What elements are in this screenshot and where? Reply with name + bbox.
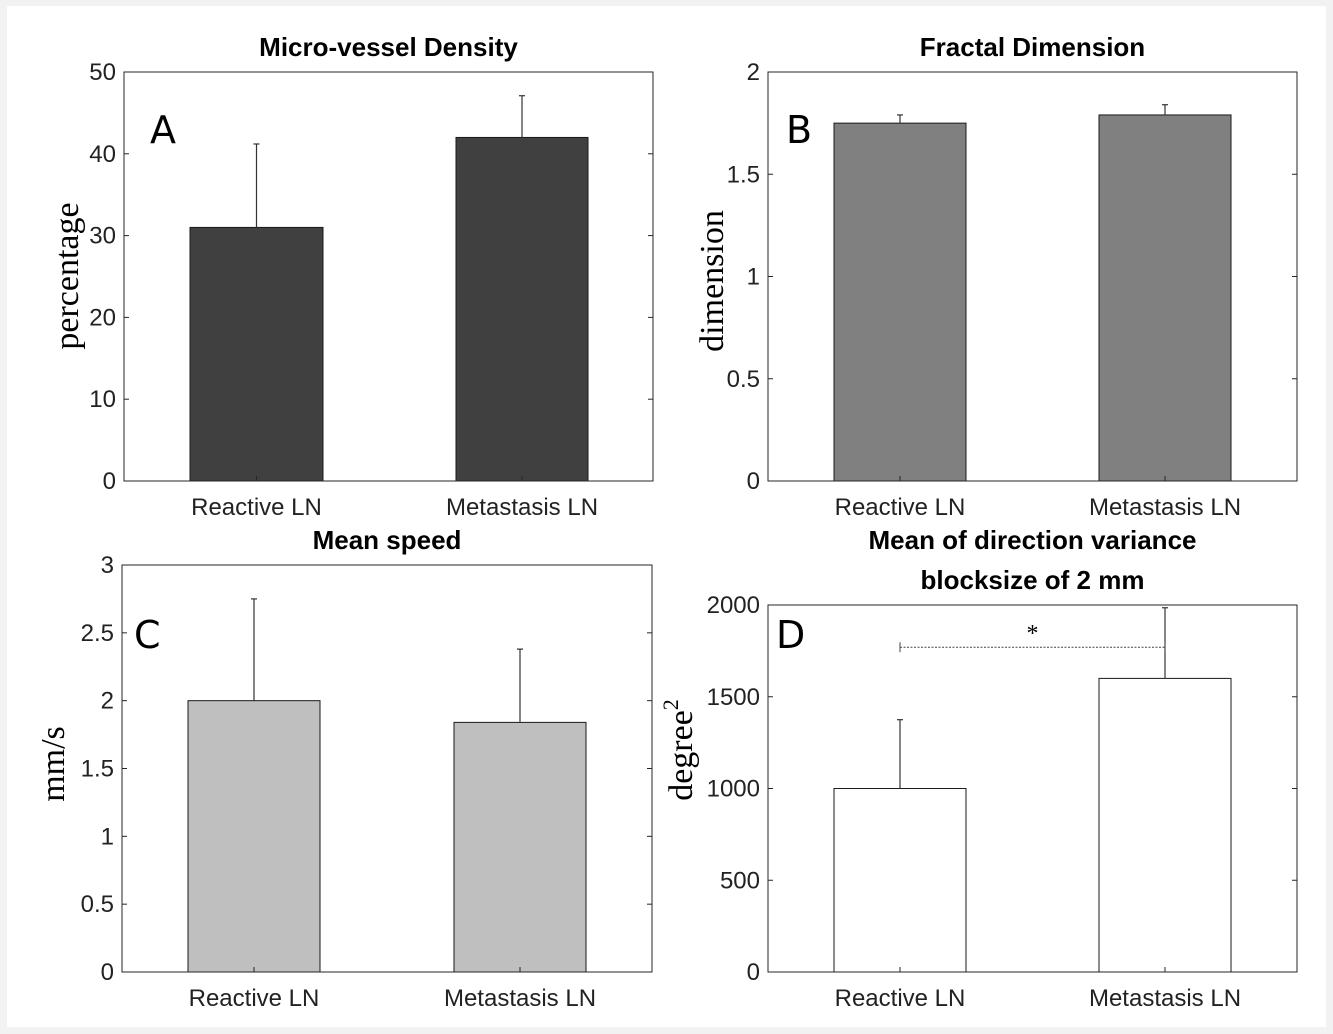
y-tick-label: 2.5 <box>81 620 114 647</box>
bar-reactive <box>833 122 967 482</box>
y-tick-label: 2 <box>101 688 114 715</box>
y-tick-label: 20 <box>89 304 116 331</box>
y-tick-label: 3 <box>101 552 114 579</box>
y-tick-label: 2000 <box>707 592 760 619</box>
panel-letter: C <box>134 613 161 657</box>
chart-title: Micro-vessel Density <box>259 32 518 62</box>
x-tick-label: Reactive LN <box>189 985 320 1012</box>
y-tick-label: 30 <box>89 223 116 250</box>
y-axis-label: percentage <box>49 202 86 349</box>
y-tick-label: 1 <box>747 264 760 291</box>
panel-letter: B <box>786 108 812 152</box>
panel-b: 0 0.5 1 1.5 2 Reactive LN Metastasis LN Fractal… <box>694 32 1298 521</box>
y-tick-label: 2 <box>747 59 760 86</box>
x-tick-label: Reactive LN <box>191 494 322 521</box>
y-axis-label: mm/s <box>35 726 72 802</box>
bar-reactive <box>187 700 321 973</box>
y-tick-label: 40 <box>89 141 116 168</box>
chart-title: Mean of direction variance <box>869 525 1197 555</box>
bar-metastasis <box>1098 114 1232 482</box>
y-tick-label: 0 <box>101 959 114 986</box>
y-axis-label: degree2 <box>658 699 700 801</box>
y-tick-label: 1.5 <box>81 756 114 783</box>
y-tick-label: 0.5 <box>81 891 114 918</box>
bar-reactive <box>833 788 967 973</box>
bar-metastasis <box>455 136 589 482</box>
y-tick-label: 50 <box>89 59 116 86</box>
y-tick-label: 10 <box>89 386 116 413</box>
significance-marker: * <box>1027 621 1039 647</box>
y-tick-label: 1000 <box>707 776 760 803</box>
panel-letter: D <box>776 613 805 657</box>
panel-d: * 0 500 1000 1500 2000 Reactive LN Metastasis L… <box>658 525 1298 1012</box>
x-tick-label: Metastasis LN <box>444 985 596 1012</box>
bar-metastasis <box>453 721 587 973</box>
y-tick-label: 0.5 <box>727 366 760 393</box>
x-tick-label: Reactive LN <box>835 494 966 521</box>
y-tick-label: 0 <box>103 468 116 495</box>
y-tick-label: 0 <box>747 468 760 495</box>
chart-title: Fractal Dimension <box>920 32 1145 62</box>
y-axis-label-superscript: 2 <box>658 699 683 710</box>
panel-c: 0 0.5 1 1.5 2 2.5 3 Reactive LN Metastasis LN Mea… <box>35 525 653 1012</box>
bar-metastasis <box>1098 677 1232 973</box>
y-tick-label: 500 <box>720 867 760 894</box>
y-tick-label: 1500 <box>707 684 760 711</box>
panel-a: 0 10 20 30 40 50 Reactive LN Metastasis LN Micro… <box>49 32 654 521</box>
x-tick-label: Metastasis LN <box>1089 985 1241 1012</box>
x-tick-label: Metastasis LN <box>1089 494 1241 521</box>
bar-reactive <box>189 226 324 482</box>
y-tick-label: 1 <box>101 823 114 850</box>
axes-box <box>123 71 654 482</box>
y-tick-label: 0 <box>747 959 760 986</box>
x-tick-label: Metastasis LN <box>446 494 598 521</box>
chart-title: Mean speed <box>313 525 462 555</box>
y-tick-label: 1.5 <box>727 161 760 188</box>
x-tick-label: Reactive LN <box>835 985 966 1012</box>
chart-title: blocksize of 2 mm <box>921 565 1145 595</box>
panel-letter: A <box>150 108 176 152</box>
y-axis-label: dimension <box>694 210 731 352</box>
